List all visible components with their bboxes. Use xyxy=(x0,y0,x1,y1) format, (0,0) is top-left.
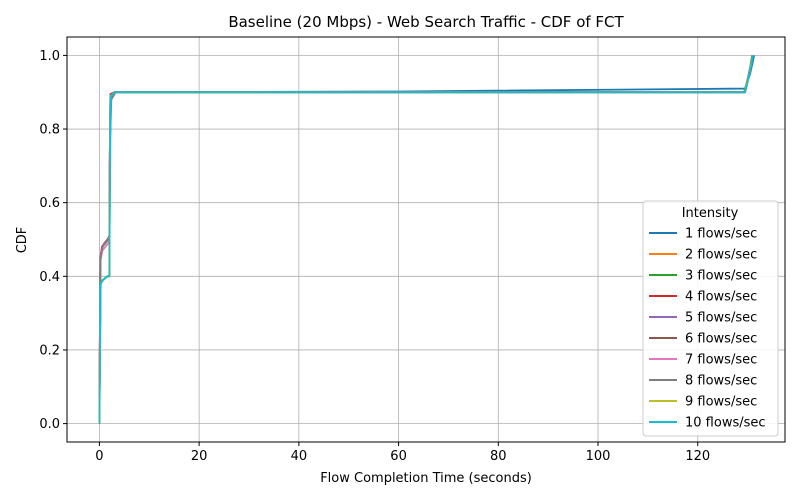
legend-title: Intensity xyxy=(682,206,739,221)
y-tick-label: 0.4 xyxy=(39,270,60,285)
legend-entry-7: 7 flows/sec xyxy=(685,353,757,368)
legend-entry-4: 4 flows/sec xyxy=(685,290,757,305)
x-tick-label: 20 xyxy=(191,449,208,464)
y-axis-ticks: 0.0 0.2 0.4 0.6 0.8 1.0 xyxy=(39,49,67,432)
y-tick-label: 0.0 xyxy=(39,417,60,432)
legend-entry-2: 2 flows/sec xyxy=(685,248,757,263)
legend-items: 1 flows/sec 2 flows/sec 3 flows/sec 4 flows… xyxy=(649,227,766,431)
y-tick-label: 1.0 xyxy=(39,49,60,64)
legend-entry-1: 1 flows/sec xyxy=(685,227,757,242)
x-tick-label: 80 xyxy=(490,449,507,464)
legend-entry-8: 8 flows/sec xyxy=(685,374,757,389)
series-line-10 xyxy=(98,55,754,424)
x-tick-label: 120 xyxy=(685,449,710,464)
x-axis-label: Flow Completion Time (seconds) xyxy=(320,471,532,486)
legend-entry-9: 9 flows/sec xyxy=(685,395,757,410)
y-tick-label: 0.6 xyxy=(39,196,60,211)
legend-box xyxy=(642,200,779,437)
legend: Intensity 1 flows/sec 2 flows/sec 3 flows/… xyxy=(642,200,779,437)
x-axis-ticks: 0 20 40 60 80 100 120 xyxy=(95,442,710,464)
x-tick-label: 60 xyxy=(390,449,407,464)
legend-entry-6: 6 flows/sec xyxy=(685,332,757,347)
x-tick-label: 40 xyxy=(291,449,308,464)
legend-entry-5: 5 flows/sec xyxy=(685,311,757,326)
series-lines xyxy=(98,55,755,424)
legend-entry-10: 10 flows/sec xyxy=(685,416,766,431)
legend-entry-3: 3 flows/sec xyxy=(685,269,757,284)
chart-title: Baseline (20 Mbps) - Web Search Traffic … xyxy=(228,13,624,31)
x-tick-label: 100 xyxy=(586,449,611,464)
y-axis-label: CDF xyxy=(15,227,30,254)
y-tick-label: 0.8 xyxy=(39,123,60,138)
plot-frame xyxy=(66,36,786,443)
y-tick-label: 0.2 xyxy=(39,343,60,358)
x-tick-label: 0 xyxy=(95,449,103,464)
